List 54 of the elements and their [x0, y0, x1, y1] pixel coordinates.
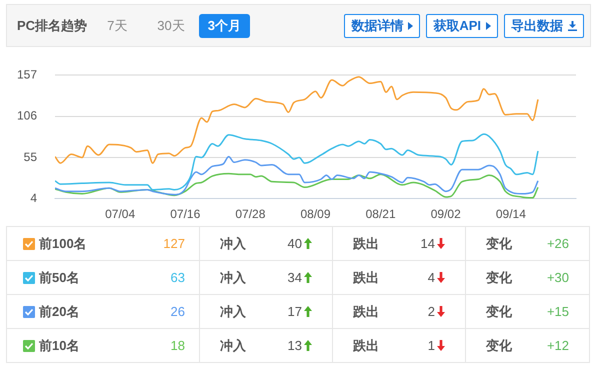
- text: 冲入: [220, 336, 246, 354]
- line-series: [55, 172, 539, 199]
- text: 冲入: [220, 302, 246, 320]
- text: 跌出: [353, 234, 379, 252]
- x-tick-label: 07/04: [105, 207, 136, 222]
- text: 127: [163, 236, 185, 251]
- text: 7天: [107, 16, 128, 34]
- x-tick-label: 07/28: [235, 207, 266, 222]
- text: 30天: [157, 16, 185, 34]
- y-tick-label: 157: [16, 68, 38, 82]
- text: 跌出: [353, 302, 379, 320]
- text: 18: [170, 338, 185, 353]
- text: 跌出: [353, 336, 379, 354]
- legend-label: 前50名: [39, 268, 80, 286]
- x-tick-label: 07/16: [170, 207, 201, 222]
- text: 导出数据: [504, 14, 584, 38]
- text: +12: [546, 338, 569, 353]
- text: 2: [428, 304, 435, 319]
- y-tick-label: 106: [16, 108, 38, 123]
- line-series: [55, 133, 539, 190]
- text: 40: [288, 236, 302, 251]
- text: 1: [428, 338, 435, 353]
- text: +15: [546, 304, 569, 319]
- text: 17: [288, 304, 302, 319]
- y-tick-label: 4: [30, 190, 38, 205]
- text: 冲入: [220, 268, 246, 286]
- chart-title: PC排名趋势: [17, 16, 88, 34]
- text: 变化: [486, 302, 512, 320]
- legend-label: 前20名: [39, 302, 80, 320]
- x-tick-label: 09/14: [496, 207, 526, 222]
- text: 变化: [486, 234, 512, 252]
- text: 3个月: [198, 14, 250, 38]
- line-series: [55, 156, 539, 196]
- x-tick-label: 08/09: [300, 207, 331, 222]
- text: 13: [288, 338, 302, 353]
- text: 34: [288, 270, 302, 285]
- legend-label: 前100名: [39, 234, 87, 252]
- x-tick-label: 09/02: [430, 207, 462, 222]
- text: +30: [546, 270, 569, 285]
- text: 26: [170, 304, 185, 319]
- legend-label: 前10名: [39, 336, 80, 354]
- text: 获取API: [426, 14, 498, 38]
- x-tick-label: 08/21: [366, 207, 396, 222]
- text: 数据详情: [344, 14, 420, 38]
- text: 冲入: [220, 234, 246, 252]
- line-series: [55, 76, 539, 164]
- text: 变化: [486, 336, 512, 354]
- text: 4: [428, 270, 435, 285]
- text: 变化: [486, 268, 512, 286]
- text: 跌出: [353, 268, 379, 286]
- text: 63: [170, 270, 185, 285]
- text: 14: [420, 236, 435, 251]
- text: +26: [546, 236, 569, 251]
- y-tick-label: 55: [24, 150, 38, 164]
